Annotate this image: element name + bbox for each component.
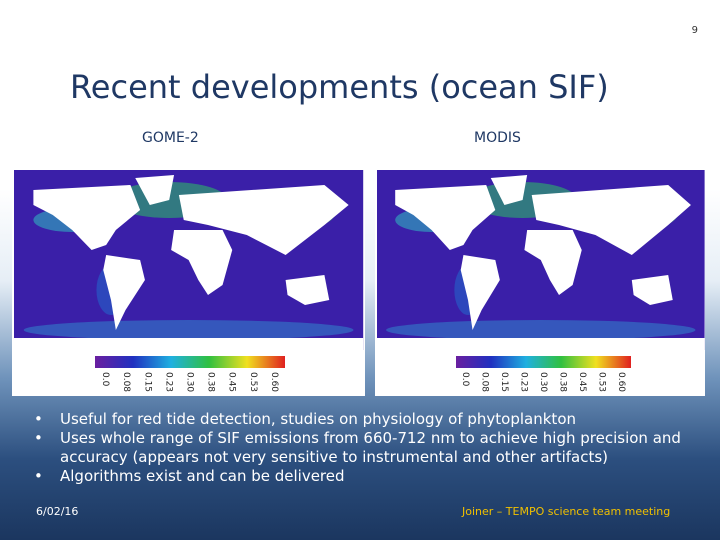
colorbar-tick-label: 0.45 (577, 372, 587, 392)
colorbar-tick-label: 0.53 (248, 372, 258, 392)
colorbar-tick-label: 0.15 (499, 372, 509, 392)
colorbar-tick-label: 0.53 (596, 372, 606, 392)
colorbar-tick-label: 0.38 (206, 372, 216, 392)
colorbar-tick-label: 0.08 (121, 372, 131, 392)
bullet: Useful for red tide detection, studies o… (34, 410, 694, 429)
colorbar-tick-label: 0.0 (100, 372, 110, 387)
colorbar-tick-label: 0.38 (557, 372, 567, 392)
panel-label: MODIS (474, 130, 521, 146)
colorbar-tick-label: 0.15 (142, 372, 152, 392)
colorbar-tick-label: 0.30 (185, 372, 195, 392)
colorbar (456, 356, 631, 368)
footer-credit: Joiner – TEMPO science team meeting (462, 505, 671, 518)
bullet-list: Useful for red tide detection, studies o… (34, 410, 694, 486)
colorbar-tick-label: 0.23 (163, 372, 173, 392)
colorbar-tick-label: 0.08 (480, 372, 490, 392)
colorbar-tick-label: 0.23 (519, 372, 529, 392)
colorbar-tick-label: 0.0 (460, 372, 470, 387)
panel-label: GOME-2 (142, 130, 199, 146)
colorbar-tick-label: 0.45 (227, 372, 237, 392)
world-map (14, 170, 364, 350)
colorbar (95, 356, 285, 368)
bullet: Uses whole range of SIF emissions from 6… (34, 429, 694, 467)
colorbar-tick-label: 0.60 (616, 372, 626, 392)
colorbar-tick-label: 0.60 (269, 372, 279, 392)
maps: 0.0 0.08 0.15 0.23 0.30 0.38 0.45 0.53 0.60 0.0 0.… (12, 166, 705, 396)
footer-date: 6/02/16 (36, 505, 79, 518)
colorbar-tick-label: 0.30 (538, 372, 548, 392)
bullet: Algorithms exist and can be delivered (34, 467, 694, 486)
slide-title: Recent developments (ocean SIF) (70, 68, 609, 106)
page-number: 9 (691, 25, 698, 36)
world-map (377, 170, 705, 350)
